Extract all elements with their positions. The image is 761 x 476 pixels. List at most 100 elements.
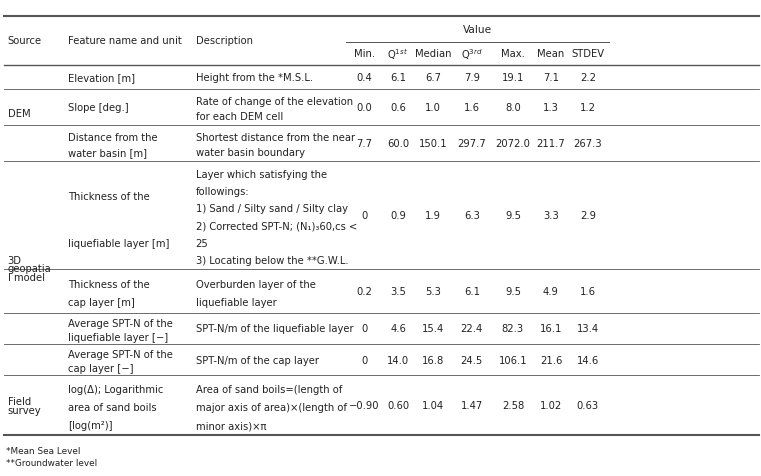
Text: 16.1: 16.1 [540,324,562,334]
Text: 1.0: 1.0 [425,103,441,113]
Text: Height from the *M.S.L.: Height from the *M.S.L. [196,73,313,83]
Text: water basin [m]: water basin [m] [68,148,148,158]
Text: liquefiable layer [−]: liquefiable layer [−] [68,332,169,342]
Text: 6.7: 6.7 [425,73,441,83]
Text: Value: Value [463,25,492,35]
Text: 2) Corrected SPT-N; (N₁)₃60,cs <: 2) Corrected SPT-N; (N₁)₃60,cs < [196,221,357,231]
Text: [log(m²)]: [log(m²)] [68,420,113,430]
Text: 3.5: 3.5 [390,287,406,297]
Text: cap layer [m]: cap layer [m] [68,298,135,307]
Text: Elevation [m]: Elevation [m] [68,73,135,83]
Text: liquefiable layer: liquefiable layer [196,298,276,307]
Text: 0.0: 0.0 [357,103,372,113]
Text: 13.4: 13.4 [577,324,599,334]
Text: 3D: 3D [8,255,21,265]
Text: 2072.0: 2072.0 [495,139,530,149]
Text: 16.8: 16.8 [422,355,444,365]
Text: l model: l model [8,272,45,282]
Text: 0.63: 0.63 [577,400,599,410]
Text: Overburden layer of the: Overburden layer of the [196,279,316,289]
Text: 1.6: 1.6 [580,287,596,297]
Text: 3.3: 3.3 [543,211,559,221]
Text: 7.1: 7.1 [543,73,559,83]
Text: 4.6: 4.6 [390,324,406,334]
Text: 0: 0 [361,324,368,334]
Text: for each DEM cell: for each DEM cell [196,112,283,122]
Text: 0: 0 [361,211,368,221]
Text: 267.3: 267.3 [574,139,602,149]
Text: 1) Sand / Silty sand / Silty clay: 1) Sand / Silty sand / Silty clay [196,204,348,214]
Text: 60.0: 60.0 [387,139,409,149]
Text: 19.1: 19.1 [501,73,524,83]
Text: 7.7: 7.7 [356,139,373,149]
Text: geopatia: geopatia [8,264,51,274]
Text: Median: Median [415,49,451,59]
Text: area of sand boils: area of sand boils [68,402,157,412]
Text: 2.2: 2.2 [580,73,596,83]
Text: 9.5: 9.5 [505,211,521,221]
Text: 2.9: 2.9 [580,211,596,221]
Text: Field: Field [8,396,31,406]
Text: Q$^{1st}$: Q$^{1st}$ [387,47,409,61]
Text: 1.6: 1.6 [463,103,480,113]
Text: Slope [deg.]: Slope [deg.] [68,103,129,113]
Text: 82.3: 82.3 [501,324,524,334]
Text: 1.47: 1.47 [460,400,483,410]
Text: 0: 0 [361,355,368,365]
Text: 22.4: 22.4 [460,324,483,334]
Text: **Groundwater level: **Groundwater level [6,458,97,467]
Text: Shortest distance from the near: Shortest distance from the near [196,132,355,142]
Text: Average SPT-N of the: Average SPT-N of the [68,349,174,359]
Text: Distance from the: Distance from the [68,132,158,142]
Text: Thickness of the: Thickness of the [68,192,150,202]
Text: Description: Description [196,36,253,46]
Text: 1.9: 1.9 [425,211,441,221]
Text: liquefiable layer [m]: liquefiable layer [m] [68,239,170,249]
Text: 14.6: 14.6 [577,355,599,365]
Text: water basin boundary: water basin boundary [196,148,304,158]
Text: Min.: Min. [354,49,375,59]
Text: Feature name and unit: Feature name and unit [68,36,182,46]
Text: STDEV: STDEV [572,49,604,59]
Text: 7.9: 7.9 [463,73,480,83]
Text: Rate of change of the elevation: Rate of change of the elevation [196,97,352,107]
Text: survey: survey [8,405,41,415]
Text: 1.04: 1.04 [422,400,444,410]
Text: 0.9: 0.9 [390,211,406,221]
Text: SPT-N/m of the cap layer: SPT-N/m of the cap layer [196,355,319,365]
Text: 6.3: 6.3 [464,211,479,221]
Text: 14.0: 14.0 [387,355,409,365]
Text: 1.2: 1.2 [580,103,596,113]
Text: 0.2: 0.2 [357,287,372,297]
Text: 21.6: 21.6 [540,355,562,365]
Text: minor axis)×π: minor axis)×π [196,420,266,430]
Text: 297.7: 297.7 [457,139,486,149]
Text: 1.3: 1.3 [543,103,559,113]
Text: Mean: Mean [537,49,565,59]
Text: major axis of area)×(length of: major axis of area)×(length of [196,402,346,412]
Text: 106.1: 106.1 [498,355,527,365]
Text: Max.: Max. [501,49,525,59]
Text: 4.9: 4.9 [543,287,559,297]
Text: 211.7: 211.7 [537,139,565,149]
Text: Thickness of the: Thickness of the [68,279,150,289]
Text: 2.58: 2.58 [501,400,524,410]
Text: *Mean Sea Level: *Mean Sea Level [6,446,81,455]
Text: Area of sand boils=(length of: Area of sand boils=(length of [196,384,342,394]
Text: log(Δ); Logarithmic: log(Δ); Logarithmic [68,384,164,394]
Text: 25: 25 [196,238,209,248]
Text: DEM: DEM [8,109,30,119]
Text: 15.4: 15.4 [422,324,444,334]
Text: Source: Source [8,36,42,46]
Text: cap layer [−]: cap layer [−] [68,363,134,373]
Text: SPT-N/m of the liquefiable layer: SPT-N/m of the liquefiable layer [196,324,353,334]
Text: Average SPT-N of the: Average SPT-N of the [68,318,174,328]
Text: 3) Locating below the **G.W.L.: 3) Locating below the **G.W.L. [196,256,349,266]
Text: 9.5: 9.5 [505,287,521,297]
Text: Q$^{3rd}$: Q$^{3rd}$ [461,47,482,61]
Text: 8.0: 8.0 [505,103,521,113]
Text: 150.1: 150.1 [419,139,447,149]
Text: 0.6: 0.6 [390,103,406,113]
Text: 0.60: 0.60 [387,400,409,410]
Text: followings:: followings: [196,187,249,197]
